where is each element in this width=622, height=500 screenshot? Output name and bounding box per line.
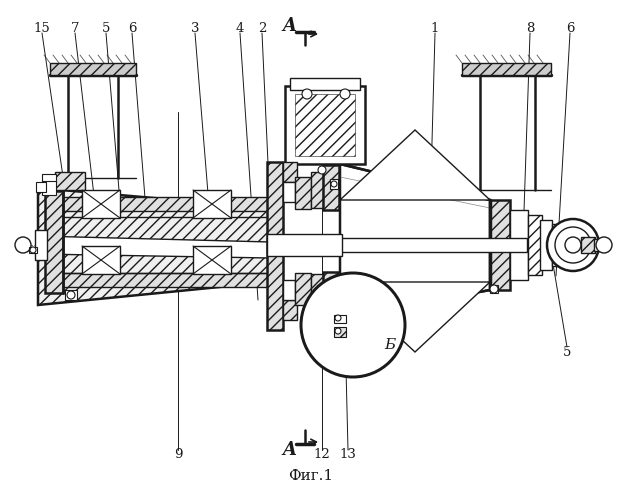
Bar (55, 172, 85, 190)
Bar (510, 210, 528, 280)
Bar (283, 182, 295, 202)
Text: Б: Б (384, 338, 396, 352)
Bar (55, 197, 273, 211)
Bar (330, 179, 338, 189)
Circle shape (547, 219, 599, 271)
Bar (323, 165, 339, 210)
Text: 3: 3 (191, 22, 199, 35)
Bar (311, 274, 323, 310)
Bar (490, 200, 510, 290)
Circle shape (331, 295, 337, 301)
Circle shape (596, 237, 612, 253)
Text: 4: 4 (236, 22, 244, 35)
Text: 2: 2 (258, 22, 266, 35)
Text: 8: 8 (526, 22, 534, 35)
Bar (65, 290, 77, 300)
Text: 15: 15 (34, 22, 50, 35)
Circle shape (67, 291, 75, 299)
Bar (528, 215, 542, 275)
Bar (295, 273, 311, 305)
Circle shape (301, 273, 405, 377)
Text: 12: 12 (313, 448, 330, 462)
Bar (311, 172, 323, 208)
Polygon shape (340, 282, 490, 352)
Text: 6: 6 (566, 22, 574, 35)
Bar (36, 182, 46, 192)
Circle shape (490, 285, 498, 293)
Text: 5: 5 (102, 22, 110, 35)
Bar (50, 63, 136, 75)
Bar (528, 215, 542, 275)
Circle shape (335, 328, 341, 334)
Bar (82, 190, 120, 218)
Bar (42, 181, 56, 195)
Bar (283, 280, 295, 300)
Bar (285, 86, 365, 164)
Text: 7: 7 (71, 22, 79, 35)
Circle shape (15, 237, 31, 253)
Bar (552, 224, 566, 266)
Bar (330, 293, 338, 303)
Bar (290, 78, 360, 90)
Bar (295, 177, 311, 209)
Bar (267, 234, 342, 256)
Bar (42, 174, 56, 182)
Bar (82, 246, 120, 274)
Bar (594, 239, 602, 251)
Text: 6: 6 (128, 22, 136, 35)
Bar (334, 315, 346, 323)
Circle shape (565, 237, 581, 253)
Circle shape (30, 247, 36, 253)
Polygon shape (38, 188, 270, 305)
Bar (490, 285, 498, 293)
Bar (283, 300, 297, 320)
Bar (295, 94, 355, 156)
Polygon shape (340, 164, 490, 318)
Bar (193, 190, 231, 218)
Bar (35, 230, 47, 260)
Bar (540, 220, 552, 270)
Text: A: A (282, 17, 296, 35)
Circle shape (335, 315, 341, 321)
Bar (283, 162, 297, 182)
Bar (581, 237, 595, 253)
Text: 9: 9 (174, 448, 182, 462)
Circle shape (555, 227, 591, 263)
Bar (323, 272, 339, 317)
Bar (267, 238, 527, 252)
Bar (334, 327, 346, 337)
Text: 5: 5 (563, 346, 571, 358)
Bar (45, 191, 63, 293)
Text: 1: 1 (431, 22, 439, 35)
Bar (566, 228, 578, 262)
Circle shape (302, 89, 312, 99)
Text: Фиг.1: Фиг.1 (289, 469, 333, 483)
Bar (267, 162, 283, 330)
Circle shape (340, 89, 350, 99)
Circle shape (318, 308, 326, 316)
Bar (55, 273, 273, 287)
Text: 13: 13 (340, 448, 356, 462)
Circle shape (331, 181, 337, 187)
Polygon shape (340, 130, 490, 200)
Bar (193, 246, 231, 274)
Bar (462, 63, 551, 75)
Text: A: A (282, 441, 296, 459)
Bar (29, 247, 37, 253)
Polygon shape (38, 236, 270, 258)
Circle shape (318, 166, 326, 174)
